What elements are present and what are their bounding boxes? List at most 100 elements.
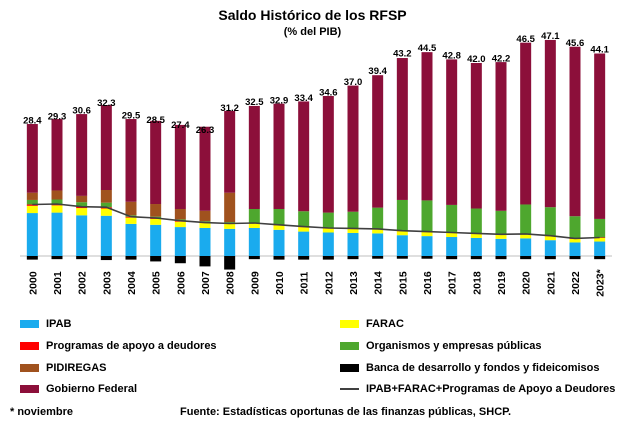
legend-label: Organismos y empresas públicas <box>366 340 542 352</box>
legend-swatch <box>20 342 39 350</box>
total-label: 29.5 <box>122 111 141 122</box>
bar-segment <box>544 236 556 241</box>
bar-segment <box>125 217 137 224</box>
legend-swatch <box>340 320 359 328</box>
bar-segment <box>298 211 310 227</box>
category-label: 2007 <box>200 271 212 295</box>
bar-segment <box>248 105 260 209</box>
bar-segment <box>372 233 384 256</box>
bar-segment <box>199 227 211 256</box>
bar-segment <box>150 120 162 205</box>
bar-segment <box>446 237 458 256</box>
bar-segment <box>520 204 532 234</box>
total-label: 45.6 <box>566 38 585 49</box>
category-label: 2010 <box>274 271 286 295</box>
bar-segment <box>174 124 186 209</box>
bar-segment <box>322 95 334 213</box>
category-label: 2019 <box>496 271 508 295</box>
bar-segment <box>520 42 532 205</box>
bar-segment <box>421 256 433 259</box>
bar-segment <box>76 256 88 260</box>
bar-segment <box>51 190 63 200</box>
bar-segment <box>273 208 285 225</box>
bar-segment <box>322 232 334 256</box>
bar-segment <box>51 119 63 191</box>
legend-swatch <box>20 320 39 328</box>
bar-segment <box>495 256 507 260</box>
bar-segment <box>76 114 88 196</box>
category-label: 2009 <box>249 271 261 295</box>
bar-segment <box>125 201 137 216</box>
chart-subtitle: (% del PIB) <box>283 26 342 38</box>
bar-segment <box>347 232 359 256</box>
total-label: 29.3 <box>48 112 67 123</box>
bar-segment <box>594 237 606 242</box>
total-label: 47.1 <box>541 31 560 42</box>
bar-segment <box>421 200 433 232</box>
bar-segment <box>446 256 458 260</box>
total-label: 44.5 <box>418 43 437 54</box>
legend-label: IPAB <box>46 318 72 330</box>
bar-segment <box>26 199 38 205</box>
bar-segment <box>446 232 458 238</box>
category-label: 2014 <box>373 271 385 295</box>
legend-label: PIDIREGAS <box>46 362 107 374</box>
category-label: 2016 <box>422 271 434 295</box>
bar-segment <box>26 256 38 260</box>
source-note: Fuente: Estadísticas oportunas de las fi… <box>180 406 512 418</box>
legend-swatch <box>340 364 359 372</box>
bar-segment <box>199 126 211 211</box>
category-label: 2017 <box>447 271 459 295</box>
bar-segment <box>569 242 581 256</box>
bar-segment <box>298 256 310 260</box>
bar-segment <box>347 256 359 260</box>
total-label: 42.8 <box>442 51 461 62</box>
bar-segment <box>100 202 112 208</box>
total-label: 42.2 <box>492 53 511 64</box>
category-label: 2021 <box>545 271 557 295</box>
bar-segment <box>224 256 236 270</box>
bar-segment <box>396 235 408 256</box>
total-label: 28.5 <box>146 115 165 126</box>
bar-segment <box>298 101 310 212</box>
bar-segment <box>470 208 482 234</box>
legend-label: FARAC <box>366 318 404 330</box>
bar-segment <box>150 224 162 256</box>
category-label: 2020 <box>521 271 533 295</box>
chart-title: Saldo Histórico de los RFSP <box>218 7 407 23</box>
category-label: 2002 <box>77 271 89 295</box>
bar-segment <box>273 229 285 256</box>
bar-segment <box>100 208 112 216</box>
bar-segment <box>446 204 458 233</box>
bar-segment <box>26 213 38 256</box>
category-label: 2004 <box>126 271 138 295</box>
legend-label: Gobierno Federal <box>46 383 138 395</box>
bar-segment <box>248 256 260 260</box>
category-label: 2000 <box>27 271 39 295</box>
legend-swatch <box>20 364 39 372</box>
series-line <box>32 203 600 240</box>
bar-segment <box>248 223 260 228</box>
bar-segment <box>569 256 581 260</box>
total-label: 28.4 <box>23 116 42 127</box>
bar-segment <box>347 85 359 212</box>
bar-segment <box>150 218 162 225</box>
bar-segment <box>495 210 507 235</box>
bar-segment <box>224 110 236 193</box>
legend-item-gobierno: Gobierno Federal <box>20 383 137 395</box>
total-label: 26.3 <box>196 125 215 136</box>
bar-segment <box>421 236 433 256</box>
bar-segment <box>347 211 359 229</box>
bar-segment <box>520 256 532 260</box>
bar-segment <box>594 218 606 238</box>
bar-segment <box>26 205 38 214</box>
legend-label: Programas de apoyo a deudores <box>46 340 217 352</box>
legend-item-farac: FARAC <box>340 318 404 330</box>
bar-segment <box>100 215 112 256</box>
total-label: 44.1 <box>590 45 609 56</box>
bar-segment <box>396 199 408 231</box>
legend-swatch <box>20 385 39 393</box>
bar-segment <box>125 256 137 260</box>
bar-segment <box>470 237 482 256</box>
bar-segment <box>100 105 112 191</box>
